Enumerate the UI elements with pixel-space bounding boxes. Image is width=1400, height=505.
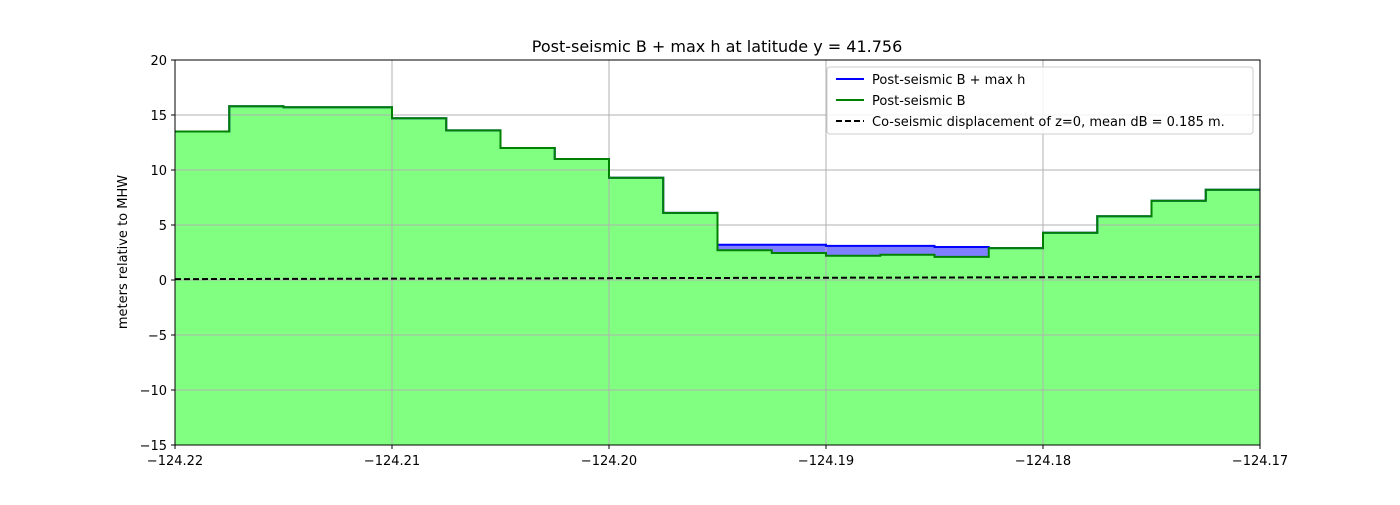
chart-title: Post-seismic B + max h at latitude y = 4… <box>532 37 903 56</box>
x-tick-label: −124.18 <box>1015 454 1071 469</box>
y-tick-label: 5 <box>159 219 167 234</box>
x-tick-label: −124.22 <box>147 454 203 469</box>
legend-entry-b-plus-h: Post-seismic B + max h <box>872 73 1025 88</box>
y-tick-label: 15 <box>150 109 167 124</box>
plot-frame <box>174 59 1261 446</box>
y-tick-label: 10 <box>150 164 167 179</box>
y-tick-label: 0 <box>159 274 167 289</box>
x-tick-label: −124.21 <box>364 454 420 469</box>
legend-entry-coseismic: Co-seismic displacement of z=0, mean dB … <box>872 115 1225 130</box>
fill-area-1 <box>175 106 1260 445</box>
y-tick-label: −10 <box>140 384 167 399</box>
y-tick-label: −5 <box>148 329 167 344</box>
y-tick-label: −15 <box>140 439 167 454</box>
series-line-1 <box>175 105 1260 258</box>
x-tick-label: −124.19 <box>798 454 854 469</box>
coseismic-dashed-line <box>174 275 1261 281</box>
legend: Post-seismic B + max h Post-seismic B Co… <box>826 66 1254 135</box>
x-tick-label: −124.20 <box>581 454 637 469</box>
y-tick-label: 20 <box>150 54 167 69</box>
y-axis-label: meters relative to MHW <box>116 175 131 329</box>
legend-entry-b: Post-seismic B <box>872 94 966 109</box>
x-tick-label: −124.17 <box>1232 454 1288 469</box>
